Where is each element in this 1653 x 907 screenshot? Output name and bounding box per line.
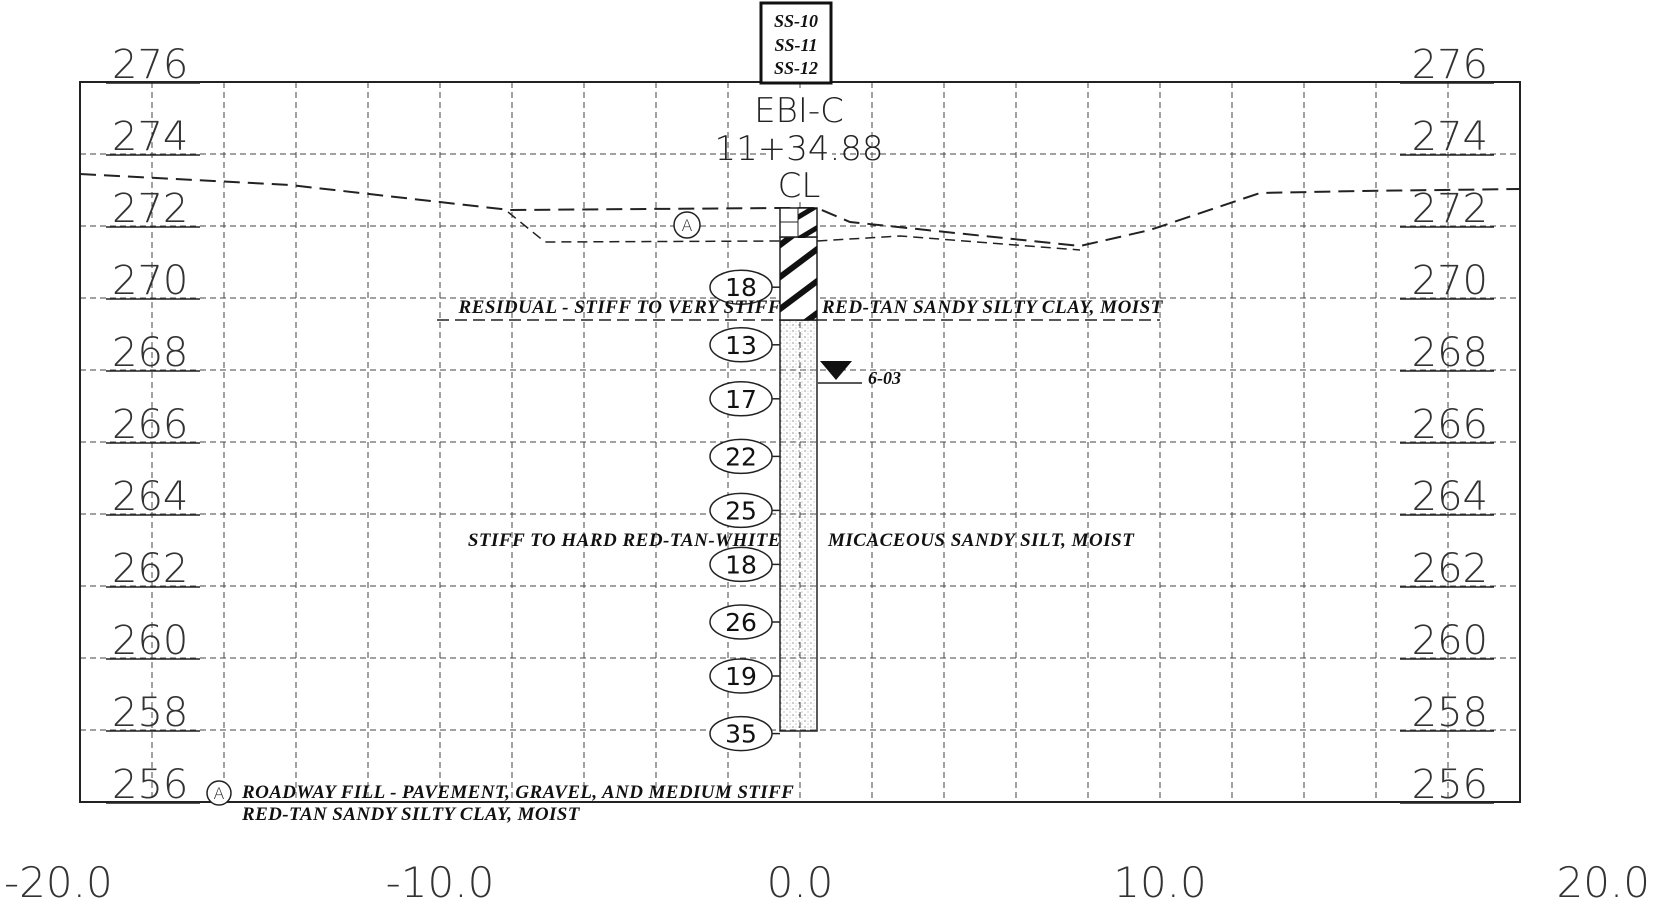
- spt-label: 25: [725, 496, 757, 525]
- sample-label-3: SS-12: [774, 58, 818, 78]
- right-elevation-label: 260: [1412, 618, 1488, 664]
- spt-value: 26: [709, 604, 780, 640]
- right-elevation-label: 266: [1412, 402, 1488, 448]
- right-elevation-label: 274: [1412, 114, 1488, 160]
- offset-label: 20.0: [1556, 858, 1650, 907]
- spt-ellipse: [709, 327, 773, 363]
- spt-value: 19: [709, 658, 780, 694]
- silt-description-right: MICACEOUS SANDY SILT, MOIST: [827, 530, 1135, 551]
- right-elevation-label: 268: [1412, 330, 1488, 376]
- spt-ellipse: [709, 658, 773, 694]
- left-elevation-label: 270: [112, 258, 188, 304]
- spt-label: 19: [725, 662, 757, 691]
- water-level-triangle-icon: [820, 361, 852, 380]
- fill-boundary-line: [507, 211, 1081, 251]
- groundwater-marker: 6-03: [818, 361, 901, 388]
- sample-label-2: SS-11: [774, 35, 817, 55]
- fill-marker: A: [673, 211, 701, 239]
- left-elevation-label: 256: [112, 762, 188, 808]
- left-elevation-label: 258: [112, 690, 188, 736]
- right-elevation-label: 270: [1412, 258, 1488, 304]
- spt-value: 22: [709, 438, 780, 475]
- offset-label: 10.0: [1113, 858, 1207, 907]
- spt-ellipse: [709, 381, 773, 417]
- right-elevation-axis: 276 274 272 270 268 266 264 262 260 258 256: [1400, 42, 1494, 808]
- offset-label: 0.0: [767, 858, 834, 907]
- legend-line-1: ROADWAY FILL - PAVEMENT, GRAVEL, AND MED…: [241, 782, 794, 803]
- boring-offset: CL: [778, 166, 821, 206]
- right-elevation-label: 264: [1412, 474, 1488, 520]
- spt-label: 26: [725, 608, 757, 637]
- spt-ellipse: [709, 604, 773, 640]
- spt-label: 13: [725, 331, 757, 360]
- residual-description-left: RESIDUAL - STIFF TO VERY STIFF: [458, 297, 781, 318]
- left-elevation-label: 266: [112, 402, 188, 448]
- offset-label: -20.0: [4, 858, 113, 907]
- offset-axis: -20.0 -10.0 0.0 10.0 20.0: [4, 858, 1650, 907]
- spt-label: 18: [725, 550, 757, 579]
- right-elevation-label: 256: [1412, 762, 1488, 808]
- existing-ground-line: [79, 173, 1521, 248]
- spt-ellipse: [709, 492, 773, 529]
- spt-label: 17: [725, 385, 757, 414]
- silt-description-left: STIFF TO HARD RED-TAN-WHITE: [468, 530, 781, 551]
- spt-ellipse: [709, 715, 773, 752]
- residual-description-right: RED-TAN SANDY SILTY CLAY, MOIST: [821, 297, 1164, 318]
- silt-stratum-fill: [779, 319, 818, 732]
- svg-text:A: A: [682, 216, 693, 235]
- left-elevation-label: 272: [112, 186, 188, 232]
- right-elevation-label: 276: [1412, 42, 1488, 88]
- left-elevation-label: 260: [112, 618, 188, 664]
- offset-label: -10.0: [386, 858, 495, 907]
- spt-ellipse: [709, 438, 773, 475]
- spt-ellipse: [709, 546, 773, 583]
- spt-value: 17: [709, 381, 780, 417]
- spt-value: 18: [709, 269, 780, 305]
- legend-line-2: RED-TAN SANDY SILTY CLAY, MOIST: [241, 804, 581, 825]
- sample-label-box: SS-10 SS-11 SS-12: [759, 1, 833, 85]
- spt-label: 35: [725, 720, 757, 749]
- sample-label-1: SS-10: [774, 11, 818, 31]
- spt-value: 25: [709, 492, 780, 529]
- right-elevation-label: 262: [1412, 546, 1488, 592]
- spt-value: 13: [709, 327, 780, 363]
- boring-station: 11+34.88: [714, 129, 883, 169]
- boring-id: EBI-C: [754, 91, 844, 131]
- spt-value: 18: [709, 546, 780, 583]
- spt-ellipse: [709, 269, 773, 305]
- spt-label: 18: [725, 273, 757, 302]
- left-elevation-label: 264: [112, 474, 188, 520]
- spt-label: 22: [725, 442, 757, 471]
- left-elevation-axis: 276 274 272 270 268 266 264 262 260 258 256: [106, 42, 200, 808]
- left-elevation-label: 262: [112, 546, 188, 592]
- right-elevation-label: 272: [1412, 186, 1488, 232]
- right-elevation-label: 258: [1412, 690, 1488, 736]
- spt-blow-counts: 18 13 17 22 25 18 26 19 35: [709, 269, 780, 752]
- spt-value: 35: [709, 715, 780, 752]
- left-elevation-label: 276: [112, 42, 188, 88]
- legend-marker: A: [214, 784, 225, 803]
- water-level-label: 6-03: [868, 368, 901, 388]
- boring-column: [779, 207, 818, 732]
- left-elevation-label: 268: [112, 330, 188, 376]
- left-elevation-label: 274: [112, 114, 188, 160]
- legend: A ROADWAY FILL - PAVEMENT, GRAVEL, AND M…: [206, 780, 794, 825]
